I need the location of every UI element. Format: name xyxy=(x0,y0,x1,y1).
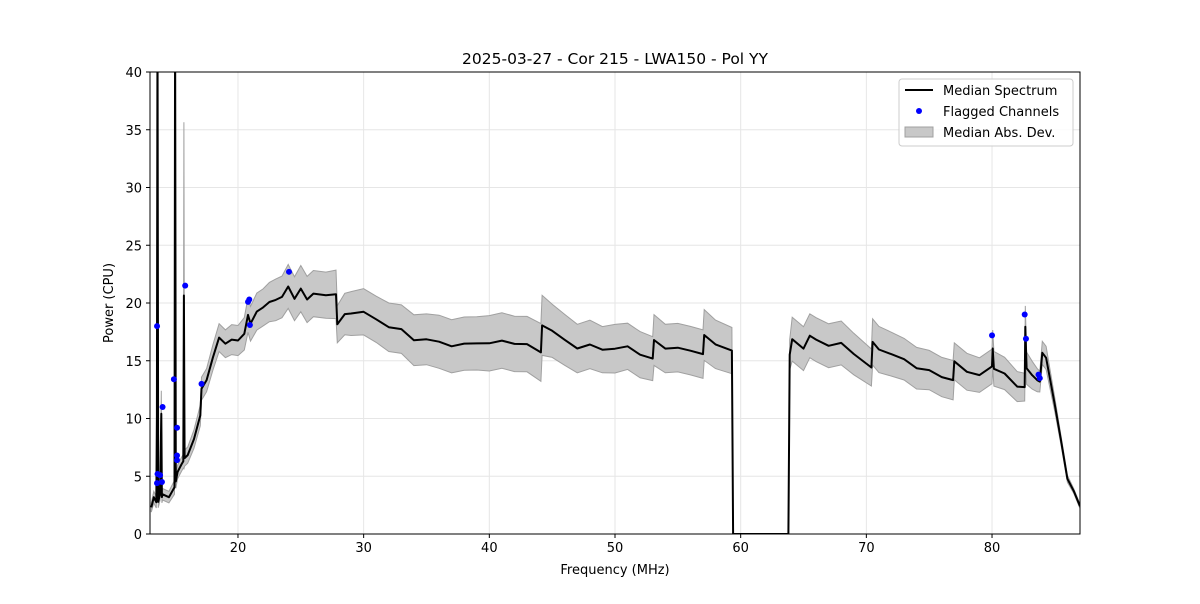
flagged-channel-point xyxy=(246,296,253,303)
flagged-channel-point xyxy=(1022,335,1029,342)
y-tick-label: 35 xyxy=(125,124,142,139)
flagged-channel-point xyxy=(1036,375,1043,382)
x-tick-label: 60 xyxy=(732,541,749,556)
x-tick-label: 80 xyxy=(984,541,1001,556)
y-tick-label: 20 xyxy=(125,297,142,312)
y-tick-label: 15 xyxy=(125,355,142,370)
legend-flagged-label: Flagged Channels xyxy=(943,105,1059,120)
flagged-channel-point xyxy=(154,480,161,487)
flagged-channel-point xyxy=(158,479,165,486)
flagged-channels xyxy=(154,268,1043,487)
y-tick-label: 40 xyxy=(125,66,142,81)
flagged-channel-point xyxy=(198,380,205,387)
flagged-channel-point xyxy=(170,376,177,383)
flagged-channel-point xyxy=(154,323,161,330)
y-tick-label: 30 xyxy=(125,182,142,197)
flagged-channel-point xyxy=(989,332,996,339)
x-tick-label: 30 xyxy=(355,541,372,556)
y-tick-label: 5 xyxy=(134,470,142,485)
flagged-channel-point xyxy=(174,457,181,464)
y-tick-label: 25 xyxy=(125,239,142,254)
flagged-channel-point xyxy=(182,282,189,289)
legend: Median Spectrum Flagged Channels Median … xyxy=(898,78,1074,147)
x-tick-label: 40 xyxy=(481,541,498,556)
legend-mad-swatch xyxy=(904,126,934,138)
chart-title: 2025-03-27 - Cor 215 - LWA150 - Pol YY xyxy=(462,50,768,68)
flagged-channel-point xyxy=(1021,311,1028,318)
y-ticks: 0 5 10 15 20 25 30 35 40 xyxy=(125,66,150,543)
x-tick-label: 70 xyxy=(858,541,875,556)
x-tick-label: 20 xyxy=(230,541,247,556)
flagged-channel-point xyxy=(285,268,292,275)
legend-mad-label: Median Abs. Dev. xyxy=(943,126,1055,141)
y-tick-label: 0 xyxy=(134,528,142,543)
flagged-channel-point xyxy=(157,472,164,479)
y-axis-label: Power (CPU) xyxy=(102,263,117,343)
y-tick-label: 10 xyxy=(125,413,142,428)
legend-median-label: Median Spectrum xyxy=(943,84,1057,99)
flagged-channel-point xyxy=(246,321,253,328)
flagged-channel-point xyxy=(159,403,166,410)
flagged-channel-point xyxy=(174,424,181,431)
x-axis-label: Frequency (MHz) xyxy=(560,563,669,578)
x-tick-label: 50 xyxy=(607,541,624,556)
x-ticks: 20 30 40 50 60 70 80 xyxy=(230,534,1001,556)
median-spectrum-line xyxy=(150,72,1080,534)
flagged-channel-point xyxy=(174,452,181,459)
legend-flagged-swatch xyxy=(916,108,922,114)
